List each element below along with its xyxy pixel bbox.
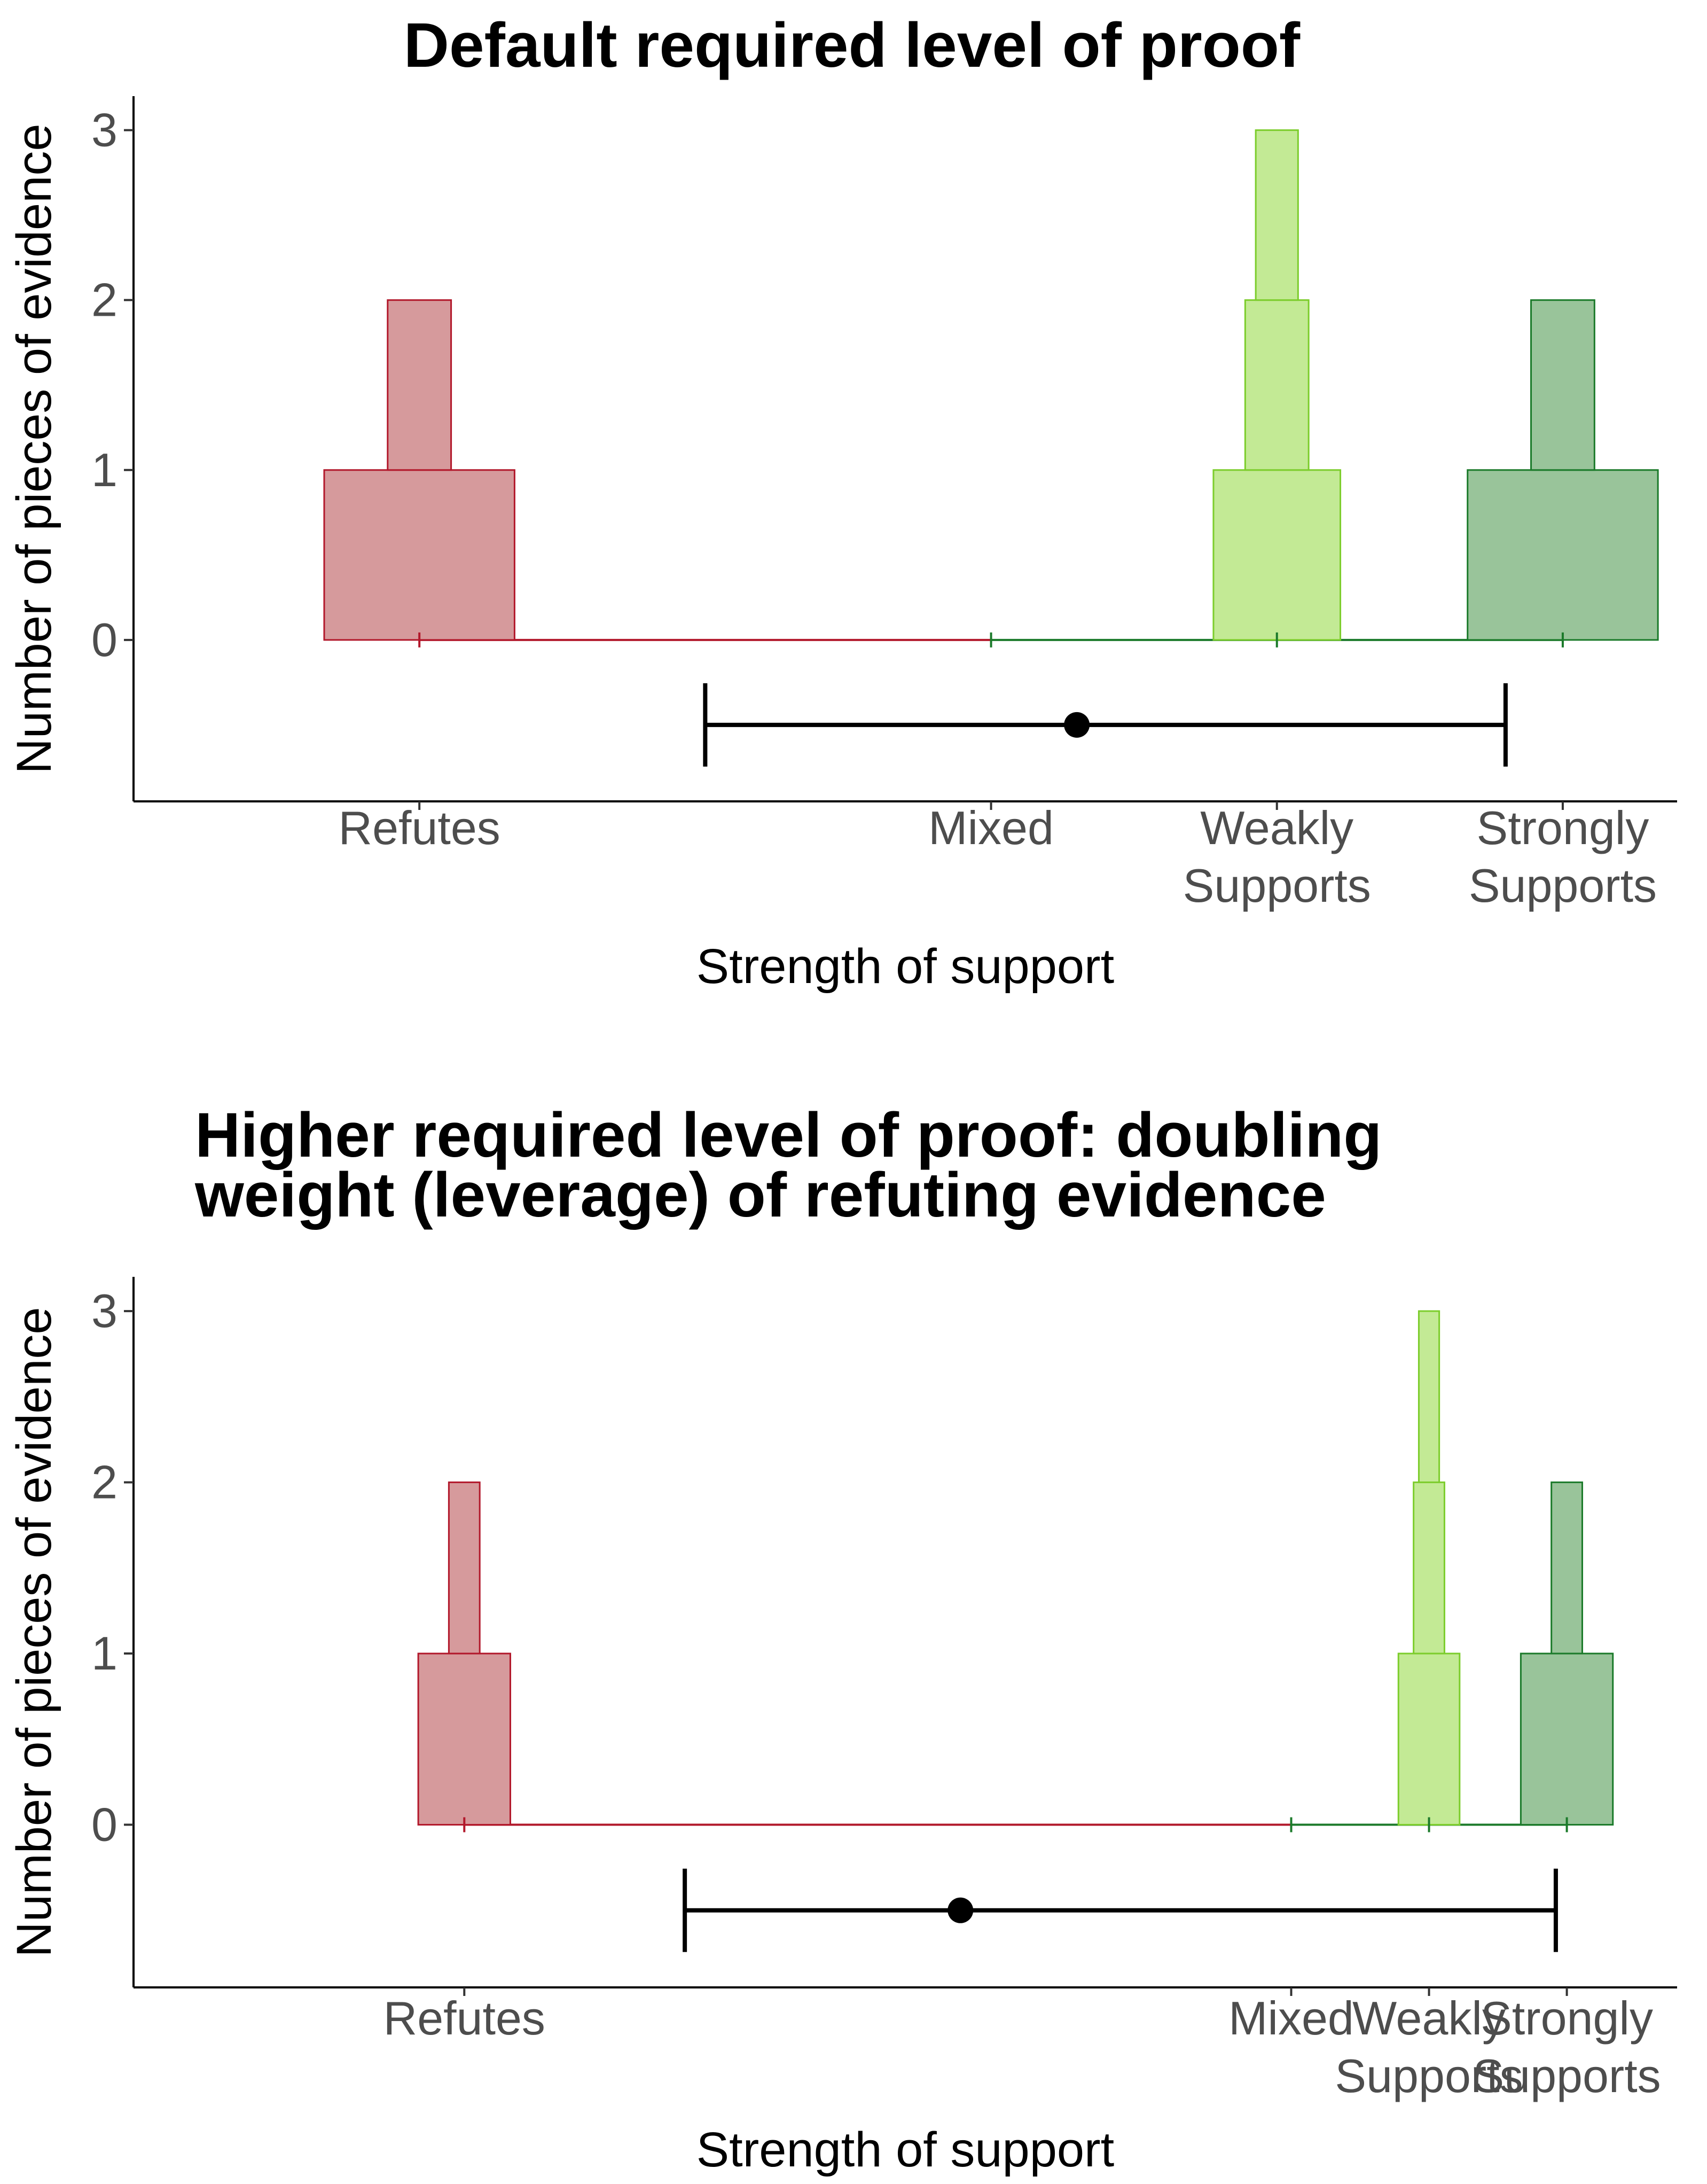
x-tick-label: Weakly bbox=[1352, 1992, 1506, 2045]
x-tick-label: Supports bbox=[1473, 2049, 1661, 2102]
evidence-box-weakly_supports bbox=[1255, 129, 1299, 301]
y-tick-label: 2 bbox=[91, 1456, 118, 1509]
x-tick-label: Mixed bbox=[1228, 1992, 1354, 2045]
y-tick-label: 2 bbox=[91, 274, 118, 326]
evidence-box-strongly_supports bbox=[1467, 469, 1659, 641]
x-axis-title: Strength of support bbox=[696, 939, 1115, 994]
y-tick-label: 0 bbox=[91, 1798, 118, 1851]
y-tick-label: 1 bbox=[91, 1627, 118, 1680]
evidence-box-strongly_supports bbox=[1551, 1481, 1583, 1655]
y-tick-label: 3 bbox=[91, 104, 118, 157]
x-tick-label: Strongly bbox=[1481, 1992, 1653, 2045]
evidence-box-weakly_supports bbox=[1397, 1652, 1461, 1826]
x-tick-label: Refutes bbox=[383, 1992, 545, 2045]
y-axis-title: Number of pieces of evidence bbox=[7, 123, 61, 774]
x-tick-label: Supports bbox=[1469, 859, 1657, 912]
evidence-box-weakly_supports bbox=[1244, 299, 1310, 471]
panel-higher-proof: Higher required level of proof: doubling… bbox=[7, 1100, 1677, 2177]
chart-title-line: Default required level of proof bbox=[404, 10, 1301, 81]
interval-point bbox=[948, 1897, 974, 1923]
evidence-box-strongly_supports bbox=[1530, 299, 1595, 471]
x-tick-label: Supports bbox=[1183, 859, 1371, 912]
interval-point bbox=[1064, 712, 1090, 738]
panel-default-proof: Default required level of proof 0 1 2 3 Refut… bbox=[7, 10, 1677, 994]
evidence-box-refutes bbox=[323, 469, 515, 641]
evidence-box-strongly_supports bbox=[1520, 1652, 1614, 1826]
evidence-box-weakly_supports bbox=[1418, 1310, 1440, 1484]
evidence-box-weakly_supports bbox=[1413, 1481, 1445, 1655]
x-tick-label: Weakly bbox=[1200, 801, 1353, 854]
x-axis-title: Strength of support bbox=[696, 2123, 1115, 2177]
y-axis-title: Number of pieces of evidence bbox=[7, 1307, 61, 1957]
x-tick-label: Refutes bbox=[339, 801, 500, 854]
chart-title-line: Higher required level of proof: doubling bbox=[195, 1100, 1382, 1171]
x-tick-label: Mixed bbox=[928, 801, 1054, 854]
x-tick-label: Strongly bbox=[1477, 801, 1649, 854]
x-tick-label: Supports bbox=[1335, 2049, 1523, 2102]
y-tick-label: 1 bbox=[91, 443, 118, 496]
evidence-box-weakly_supports bbox=[1212, 469, 1342, 641]
y-tick-label: 0 bbox=[91, 613, 118, 666]
y-tick-label: 3 bbox=[91, 1284, 118, 1337]
evidence-box-refutes bbox=[448, 1481, 481, 1655]
chart-title-line: weight (leverage) of refuting evidence bbox=[194, 1160, 1326, 1230]
evidence-box-refutes bbox=[417, 1652, 511, 1826]
evidence-box-refutes bbox=[387, 299, 452, 471]
